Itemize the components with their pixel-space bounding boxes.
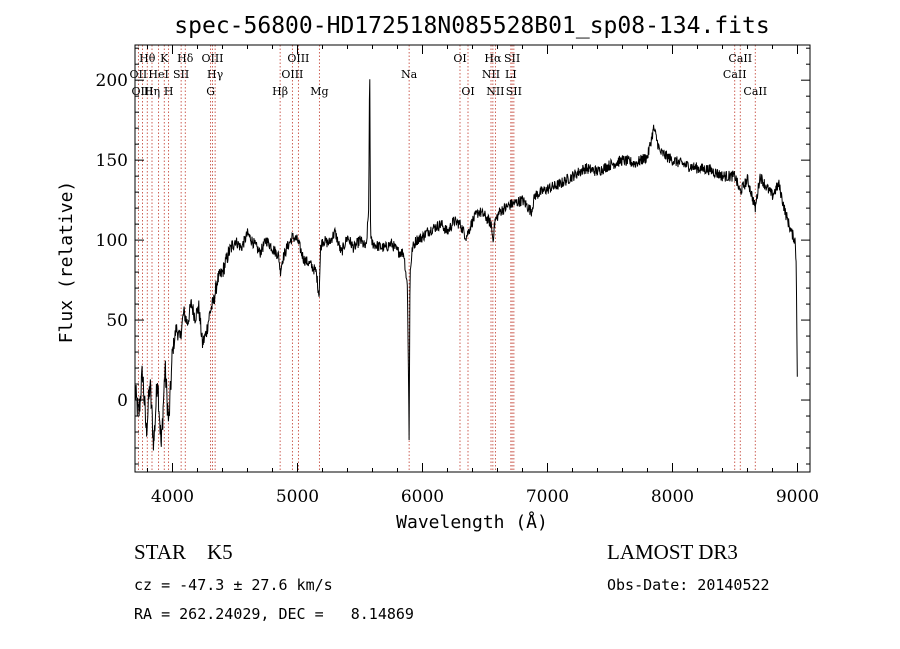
line-label-17: OI (453, 52, 466, 65)
line-label-7: Hδ (177, 52, 194, 65)
line-label-8: SII (173, 68, 189, 81)
y-axis-label: Flux (relative) (56, 181, 77, 344)
line-label-12: Hβ (272, 85, 288, 98)
plot-frame (134, 44, 811, 473)
line-label-10: Hγ (207, 68, 224, 81)
line-label-26: CaII (723, 68, 747, 81)
line-label-1: OII (130, 68, 148, 81)
line-label-2: OIII (131, 85, 153, 98)
line-label-5: K (160, 52, 169, 65)
line-label-16: Na (401, 68, 418, 81)
spectral-line-markers (137, 45, 756, 472)
x-tick-label-6000: 6000 (401, 487, 444, 507)
y-tick-label-200: 200 (96, 71, 128, 91)
line-label-27: CaII (743, 85, 767, 98)
ra-dec-coordinates: RA = 262.24029, DEC = 8.14869 (134, 605, 414, 623)
line-label-15: Mg (310, 85, 328, 98)
line-label-4: HeI (148, 68, 168, 81)
line-label-25: CaII (728, 52, 752, 65)
line-label-19: Hα (484, 52, 502, 65)
axis-tick-labels: 4000 5000 6000 7000 8000 9000 0 50 100 150 200 (96, 71, 820, 507)
line-label-23: LI (505, 68, 517, 81)
axis-ticks (135, 45, 810, 472)
line-label-18: OI (461, 85, 474, 98)
y-tick-label-0: 0 (117, 391, 128, 411)
line-label-0: Hθ (139, 52, 156, 65)
object-class: STAR K5 (134, 540, 233, 564)
observation-date: Obs-Date: 20140522 (607, 576, 770, 594)
chart-title: spec-56800-HD172518N085528B01_sp08-134.f… (174, 13, 769, 39)
line-label-9: OIII (201, 52, 223, 65)
spectrum-line (134, 79, 798, 451)
line-label-22: SII (504, 52, 520, 65)
x-tick-label-5000: 5000 (276, 487, 319, 507)
line-label-24: SII (506, 85, 522, 98)
redshift-cz: cz = -47.3 ± 27.6 km/s (134, 576, 333, 594)
line-label-11: G (206, 85, 215, 98)
survey-name: LAMOST DR3 (607, 540, 738, 564)
y-tick-label-100: 100 (96, 231, 128, 251)
line-label-6: H (164, 85, 174, 98)
line-label-3: Hη (144, 85, 160, 98)
y-tick-label-50: 50 (106, 311, 128, 331)
line-label-20: NII (482, 68, 500, 81)
x-tick-label-4000: 4000 (151, 487, 194, 507)
line-label-14: OIII (281, 68, 303, 81)
x-tick-label-8000: 8000 (651, 487, 694, 507)
line-label-13: OIII (287, 52, 309, 65)
line-label-21: NII (486, 85, 504, 98)
x-tick-label-7000: 7000 (526, 487, 569, 507)
x-axis-label: Wavelength (Å) (396, 511, 548, 533)
y-tick-label-150: 150 (96, 151, 128, 171)
x-tick-label-9000: 9000 (776, 487, 819, 507)
